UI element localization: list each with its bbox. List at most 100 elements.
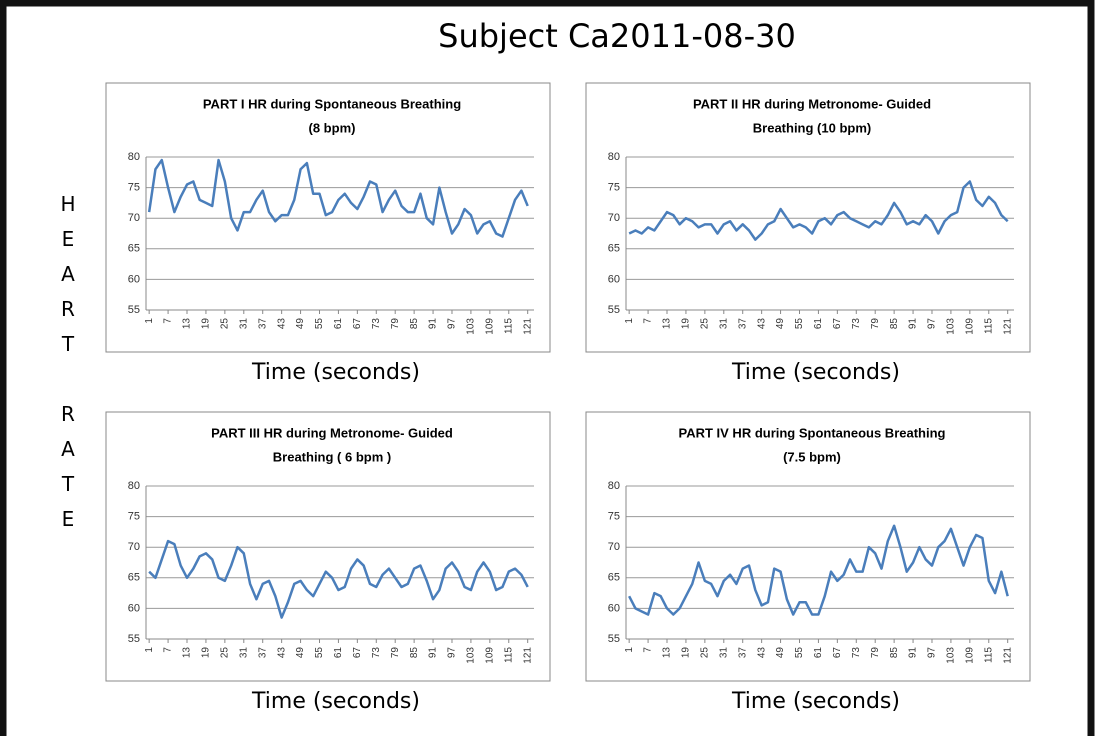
x-axis-label: Time (seconds) [731, 360, 900, 385]
y-tick-label: 80 [608, 480, 620, 492]
x-tick-label: 49 [775, 318, 786, 330]
x-tick-label: 55 [314, 318, 325, 330]
data-line [628, 180, 1009, 241]
x-tick-label: 73 [851, 318, 862, 330]
x-tick-label: 13 [182, 647, 193, 659]
x-tick-label: 91 [428, 318, 439, 330]
x-tick-label: 31 [238, 647, 249, 659]
x-tick-label: 25 [700, 318, 711, 330]
y-tick-label: 65 [608, 572, 620, 584]
y-tick-label: 55 [128, 304, 140, 316]
x-tick-label: 67 [832, 318, 843, 330]
y-tick-label: 65 [128, 572, 140, 584]
x-tick-label: 73 [371, 318, 382, 330]
x-tick-label: 7 [643, 647, 654, 653]
data-line [148, 539, 529, 619]
x-tick-label: 97 [927, 647, 938, 659]
y-tick-label: 55 [608, 304, 620, 316]
x-tick-label: 43 [756, 318, 767, 330]
y-tick-label: 55 [128, 633, 140, 645]
x-tick-label: 55 [794, 647, 805, 659]
chart-panel: PART IV HR during Spontaneous Breathing (… [585, 411, 1031, 682]
x-tick-label: 55 [314, 647, 325, 659]
x-tick-label: 49 [295, 318, 306, 330]
x-tick-label: 67 [352, 647, 363, 659]
x-tick-label: 97 [927, 318, 938, 330]
y-tick-label: 60 [128, 602, 140, 614]
x-tick-label: 121 [1002, 647, 1013, 664]
x-axis-label: Time (seconds) [251, 360, 420, 385]
x-tick-label: 115 [503, 318, 514, 334]
panel-border [105, 411, 551, 682]
x-tick-label: 91 [908, 647, 919, 659]
x-tick-label: 43 [756, 647, 767, 659]
x-tick-label: 121 [522, 318, 533, 335]
x-tick-label: 7 [163, 647, 174, 653]
chart-title: PART I HR during Spontaneous Breathing [203, 96, 461, 111]
y-tick-label: 75 [608, 511, 620, 523]
y-tick-label: 75 [128, 511, 140, 523]
chart-title: Breathing ( 6 bpm ) [273, 449, 391, 464]
x-tick-label: 103 [466, 318, 477, 335]
x-tick-label: 13 [182, 318, 193, 330]
chart-title: PART IV HR during Spontaneous Breathing [679, 425, 946, 440]
y-tick-label: 65 [608, 243, 620, 255]
x-tick-label: 49 [775, 647, 786, 659]
x-tick-label: 19 [201, 318, 212, 330]
y-tick-label: 75 [608, 182, 620, 194]
x-tick-label: 67 [352, 318, 363, 330]
x-tick-label: 85 [409, 647, 420, 659]
x-tick-label: 61 [813, 647, 824, 659]
x-tick-label: 1 [144, 647, 155, 653]
y-tick-label: 70 [128, 541, 140, 553]
x-tick-label: 67 [832, 647, 843, 659]
x-tick-label: 31 [718, 318, 729, 330]
x-tick-label: 7 [163, 318, 174, 324]
y-tick-label: 55 [608, 633, 620, 645]
x-axis-label: Time (seconds) [251, 689, 420, 714]
y-axis-label: HEART RATE [56, 192, 80, 542]
x-tick-label: 1 [144, 318, 155, 324]
chart-panel: PART III HR during Metronome- Guided Brea… [105, 411, 551, 682]
y-tick-label: 60 [608, 602, 620, 614]
x-tick-label: 97 [447, 318, 458, 330]
x-tick-label: 37 [737, 318, 748, 330]
x-tick-label: 43 [276, 318, 287, 330]
y-tick-label: 70 [608, 212, 620, 224]
x-tick-label: 61 [333, 647, 344, 659]
x-tick-label: 109 [964, 318, 975, 335]
x-tick-label: 79 [870, 647, 881, 659]
x-tick-label: 109 [964, 647, 975, 664]
x-tick-label: 121 [522, 647, 533, 664]
x-tick-label: 61 [333, 318, 344, 330]
x-tick-label: 115 [983, 318, 994, 334]
x-tick-label: 91 [428, 647, 439, 659]
x-tick-label: 19 [681, 318, 692, 330]
x-tick-label: 19 [201, 647, 212, 659]
x-tick-label: 85 [889, 318, 900, 330]
x-tick-label: 103 [946, 647, 957, 664]
x-tick-label: 25 [700, 647, 711, 659]
x-tick-label: 79 [390, 318, 401, 330]
x-tick-label: 91 [908, 318, 919, 330]
chart-title: PART II HR during Metronome- Guided [693, 96, 931, 111]
chart-panel: PART I HR during Spontaneous Breathing (8… [105, 82, 551, 353]
x-tick-label: 13 [662, 318, 673, 330]
page-title: Subject Ca2011-08-30 [438, 17, 796, 55]
x-tick-label: 37 [257, 647, 268, 659]
chart-panel: PART II HR during Metronome- Guided Breat… [585, 82, 1031, 353]
data-line [628, 524, 1009, 616]
y-tick-label: 70 [608, 541, 620, 553]
y-tick-label: 80 [128, 151, 140, 163]
x-tick-label: 103 [466, 647, 477, 664]
y-tick-label: 80 [128, 480, 140, 492]
x-tick-label: 61 [813, 318, 824, 330]
x-tick-label: 109 [484, 647, 495, 664]
x-tick-label: 79 [390, 647, 401, 659]
y-tick-label: 75 [128, 182, 140, 194]
x-tick-label: 49 [295, 647, 306, 659]
x-tick-label: 31 [718, 647, 729, 659]
x-tick-label: 85 [409, 318, 420, 330]
